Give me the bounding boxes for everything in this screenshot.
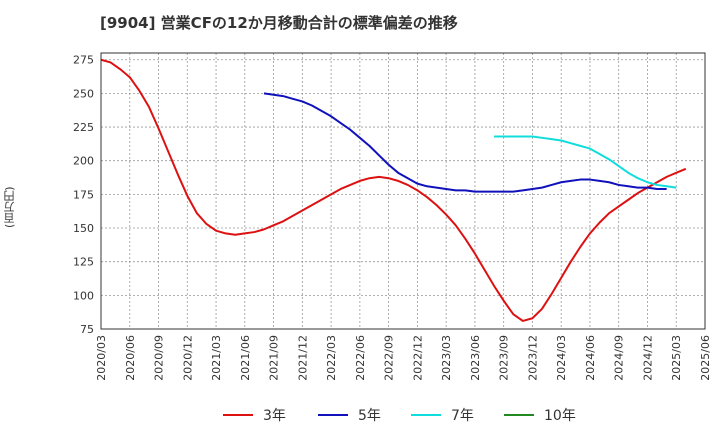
y-tick-label: 200 [73,155,94,168]
legend-label: 3年 [263,408,286,424]
x-tick-label: 2022/12 [411,335,424,381]
x-tick-label: 2023/03 [440,335,453,381]
series-line-1 [100,58,687,322]
series-line-2 [263,92,667,193]
x-tick-label: 2021/09 [268,335,281,381]
x-tick-label: 2020/03 [95,335,108,381]
legend-item-1: 3年 [223,404,286,426]
x-tick-label: 2024/03 [555,335,568,381]
x-tick-label: 2020/09 [153,335,166,381]
grid [100,53,706,330]
x-tick-label: 2023/06 [469,335,482,381]
x-tick-label: 2023/09 [498,335,511,381]
legend-swatch [504,414,534,416]
legend-item-2: 5年 [318,404,381,426]
plot-border [100,52,706,330]
axes: 75 100 125 150 175 200 225 250 275 2020/03 2020/06… [73,52,712,381]
y-tick-label: 225 [73,121,94,134]
y-tick-label: 175 [73,188,94,201]
legend-swatch [223,414,253,416]
x-tick-label: 2023/12 [526,335,539,381]
x-tick-label: 2020/12 [181,335,194,381]
x-tick-label: 2022/03 [325,335,338,381]
legend-item-4: 10年 [504,404,576,426]
legend-label: 7年 [451,408,474,424]
x-tick-label: 2025/03 [670,335,683,381]
x-tick-label: 2022/06 [354,335,367,381]
legend-swatch [411,414,441,416]
x-tick-label: 2022/09 [383,335,396,381]
x-tick-label: 2025/06 [699,335,712,381]
x-tick-label: 2021/12 [296,335,309,381]
x-tick-label: 2020/06 [124,335,137,381]
legend-item-3: 7年 [411,404,474,426]
legend-label: 10年 [544,408,576,424]
chart-title: [9904] 営業CFの12か月移動合計の標準偏差の推移 [100,14,458,32]
y-tick-label: 275 [73,54,94,67]
series-line-3 [494,135,677,189]
y-tick-label: 75 [80,323,94,336]
legend-swatch [318,414,348,416]
y-tick-label: 150 [73,222,94,235]
x-tick-label: 2021/06 [239,335,252,381]
legend: 3年 5年 7年 10年 [0,404,720,426]
series-layer [100,58,687,322]
x-tick-label: 2024/12 [641,335,654,381]
y-tick-label: 125 [73,256,94,269]
x-tick-label: 2021/03 [210,335,223,381]
legend-label: 5年 [358,408,381,424]
y-tick-label: 250 [73,87,94,100]
x-tick-label: 2024/09 [613,335,626,381]
x-tick-label: 2024/06 [584,335,597,381]
y-tick-label: 100 [73,289,94,302]
